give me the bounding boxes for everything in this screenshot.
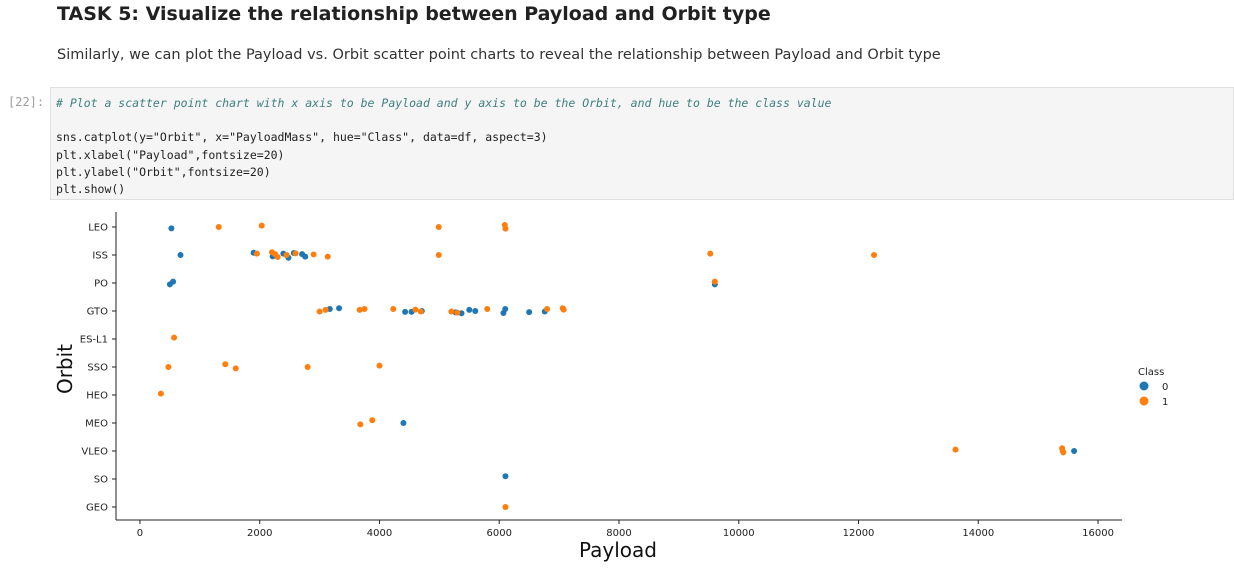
x-axis-label: Payload xyxy=(579,538,657,562)
data-point-class-1 xyxy=(215,224,222,230)
y-tick-label: LEO xyxy=(88,223,108,234)
data-point-class-1 xyxy=(171,334,178,341)
data-point-class-1 xyxy=(322,306,329,313)
data-point-class-0 xyxy=(526,309,533,316)
y-tick-label: ES-L1 xyxy=(80,335,108,346)
legend-label-1: 1 xyxy=(1162,397,1168,408)
x-tick-label: 2000 xyxy=(247,528,272,539)
code-line-xlabel: plt.xlabel("Payload",fontsize=20) xyxy=(56,147,285,162)
data-point-class-1 xyxy=(157,390,164,397)
y-axis-label: Orbit xyxy=(53,344,77,394)
cell-execution-count: [22]: xyxy=(8,95,45,109)
data-point-class-1 xyxy=(502,225,509,232)
data-point-class-0 xyxy=(466,306,473,313)
data-point-class-1 xyxy=(283,252,290,258)
x-axis-ticks: 0 2000 4000 6000 8000 10000 12000 14000 16000 xyxy=(137,520,1114,539)
data-point-class-1 xyxy=(502,504,509,510)
legend: Class 0 1 xyxy=(1138,367,1168,408)
scatter-chart: LEO ISS PO GTO ES-L1 SSO HEO MEO VLEO SO GEO 0 2000… xyxy=(53,212,1168,562)
x-tick-label: 4000 xyxy=(367,528,392,539)
data-point-class-1 xyxy=(369,417,376,424)
data-point-class-1 xyxy=(232,365,239,372)
data-point-class-1 xyxy=(316,308,323,315)
data-point-class-1 xyxy=(356,306,363,313)
data-point-class-1 xyxy=(258,222,265,229)
code-cell[interactable]: # Plot a scatter point chart with x axis… xyxy=(50,87,1234,200)
data-point-class-1 xyxy=(707,250,714,257)
data-point-class-1 xyxy=(361,306,368,313)
data-points xyxy=(157,222,1078,510)
data-point-class-1 xyxy=(1060,449,1067,456)
y-tick-label: SO xyxy=(94,475,108,486)
x-tick-label: 14000 xyxy=(962,528,994,539)
y-tick-label: SSO xyxy=(87,363,108,374)
data-point-class-1 xyxy=(454,309,461,316)
task-heading: TASK 5: Visualize the relationship betwe… xyxy=(57,3,771,25)
data-point-class-0 xyxy=(177,252,184,258)
y-tick-label: GEO xyxy=(86,503,108,514)
task-description: Similarly, we can plot the Payload vs. O… xyxy=(57,47,941,63)
code-line-catplot: sns.catplot(y="Orbit", x="PayloadMass", … xyxy=(56,130,548,145)
data-point-class-1 xyxy=(310,251,317,258)
data-point-class-0 xyxy=(502,473,509,480)
y-tick-label: HEO xyxy=(86,391,108,402)
data-point-class-1 xyxy=(253,250,260,257)
legend-label-0: 0 xyxy=(1162,382,1168,393)
data-point-class-1 xyxy=(222,361,229,368)
data-point-class-1 xyxy=(484,306,491,313)
data-point-class-1 xyxy=(165,364,172,370)
legend-marker-0 xyxy=(1139,381,1149,391)
cell-output-plot: LEO ISS PO GTO ES-L1 SSO HEO MEO VLEO SO GEO 0 2000… xyxy=(0,200,1234,578)
y-tick-label: ISS xyxy=(92,251,108,262)
data-point-class-0 xyxy=(402,308,409,315)
data-point-class-1 xyxy=(304,364,311,370)
data-point-class-1 xyxy=(274,253,281,260)
data-point-class-1 xyxy=(544,306,551,313)
data-point-class-0 xyxy=(302,253,309,260)
data-point-class-0 xyxy=(502,306,509,313)
data-point-class-0 xyxy=(170,278,177,285)
data-point-class-1 xyxy=(560,306,567,313)
x-tick-label: 16000 xyxy=(1082,528,1114,539)
data-point-class-1 xyxy=(376,362,383,369)
data-point-class-1 xyxy=(435,252,442,258)
code-line-show: plt.show() xyxy=(56,182,126,197)
code-line-ylabel: plt.ylabel("Orbit",fontsize=20) xyxy=(56,164,271,179)
data-point-class-1 xyxy=(357,421,364,428)
y-tick-label: VLEO xyxy=(81,447,108,458)
data-point-class-1 xyxy=(435,224,442,230)
data-point-class-0 xyxy=(400,420,407,426)
x-tick-label: 8000 xyxy=(606,528,631,539)
data-point-class-1 xyxy=(711,278,718,285)
data-point-class-1 xyxy=(292,250,299,257)
x-tick-label: 10000 xyxy=(723,528,755,539)
legend-title: Class xyxy=(1138,367,1164,378)
data-point-class-0 xyxy=(1071,448,1078,454)
y-tick-label: PO xyxy=(94,279,108,290)
x-tick-label: 0 xyxy=(137,528,143,539)
data-point-class-1 xyxy=(952,446,959,453)
data-point-class-0 xyxy=(472,308,479,314)
data-point-class-1 xyxy=(324,253,331,260)
y-axis-ticks: LEO ISS PO GTO ES-L1 SSO HEO MEO VLEO SO GEO xyxy=(80,223,116,514)
y-tick-label: MEO xyxy=(85,419,108,430)
data-point-class-1 xyxy=(417,308,424,315)
y-tick-label: GTO xyxy=(87,307,109,318)
legend-marker-1 xyxy=(1139,396,1149,406)
data-point-class-1 xyxy=(412,306,419,313)
data-point-class-1 xyxy=(871,252,878,258)
x-tick-label: 6000 xyxy=(487,528,512,539)
data-point-class-1 xyxy=(390,306,397,313)
data-point-class-0 xyxy=(336,305,343,312)
data-point-class-1 xyxy=(448,308,455,315)
x-tick-label: 12000 xyxy=(843,528,875,539)
code-comment-line: # Plot a scatter point chart with x axis… xyxy=(56,96,832,110)
data-point-class-0 xyxy=(168,225,175,232)
code-editor[interactable]: # Plot a scatter point chart with x axis… xyxy=(56,95,831,198)
